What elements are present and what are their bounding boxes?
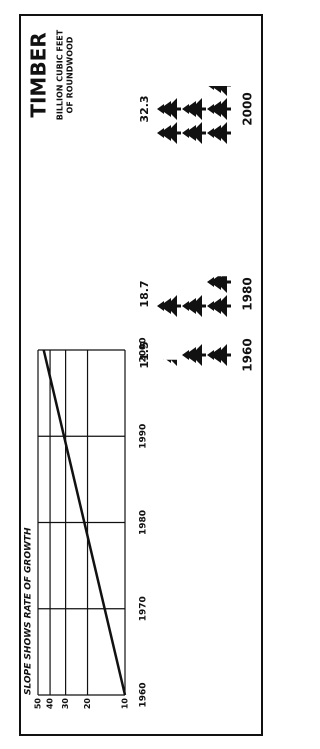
chart-subtitle: BILLION CUBIC FEET bbox=[56, 29, 65, 120]
category-label: 1960 bbox=[241, 338, 255, 371]
value-label: 18.7 bbox=[138, 280, 151, 307]
x-tick-label: 1980 bbox=[139, 510, 149, 535]
tree bbox=[157, 344, 231, 366]
tree-stack bbox=[157, 271, 231, 317]
x-tick-label: 1960 bbox=[139, 682, 149, 707]
tree bbox=[157, 74, 231, 144]
tree bbox=[157, 271, 231, 317]
chart-title: TIMBER bbox=[27, 32, 51, 117]
x-tick-label: 1970 bbox=[139, 596, 149, 621]
x-tick-label: 2000 bbox=[139, 337, 149, 362]
page: {"chart_data": [ {"type": "pictogram", "… bbox=[0, 0, 320, 749]
chart-title: SLOPE SHOWS RATE OF GROWTH bbox=[24, 527, 34, 695]
y-tick-label: 50 bbox=[34, 698, 43, 710]
y-tick-label: 30 bbox=[61, 698, 70, 710]
y-tick-label: 10 bbox=[121, 698, 130, 710]
category-label: 2000 bbox=[241, 92, 255, 125]
category-label: 1980 bbox=[241, 277, 255, 310]
x-tick-label: 1990 bbox=[139, 424, 149, 449]
tree-stack bbox=[157, 344, 231, 366]
y-tick-label: 20 bbox=[83, 698, 92, 710]
y-tick-label: 40 bbox=[46, 698, 55, 710]
value-label: 32.3 bbox=[138, 95, 151, 122]
tree-stack bbox=[157, 74, 231, 144]
chart-subtitle: OF ROUNDWOOD bbox=[66, 36, 75, 113]
